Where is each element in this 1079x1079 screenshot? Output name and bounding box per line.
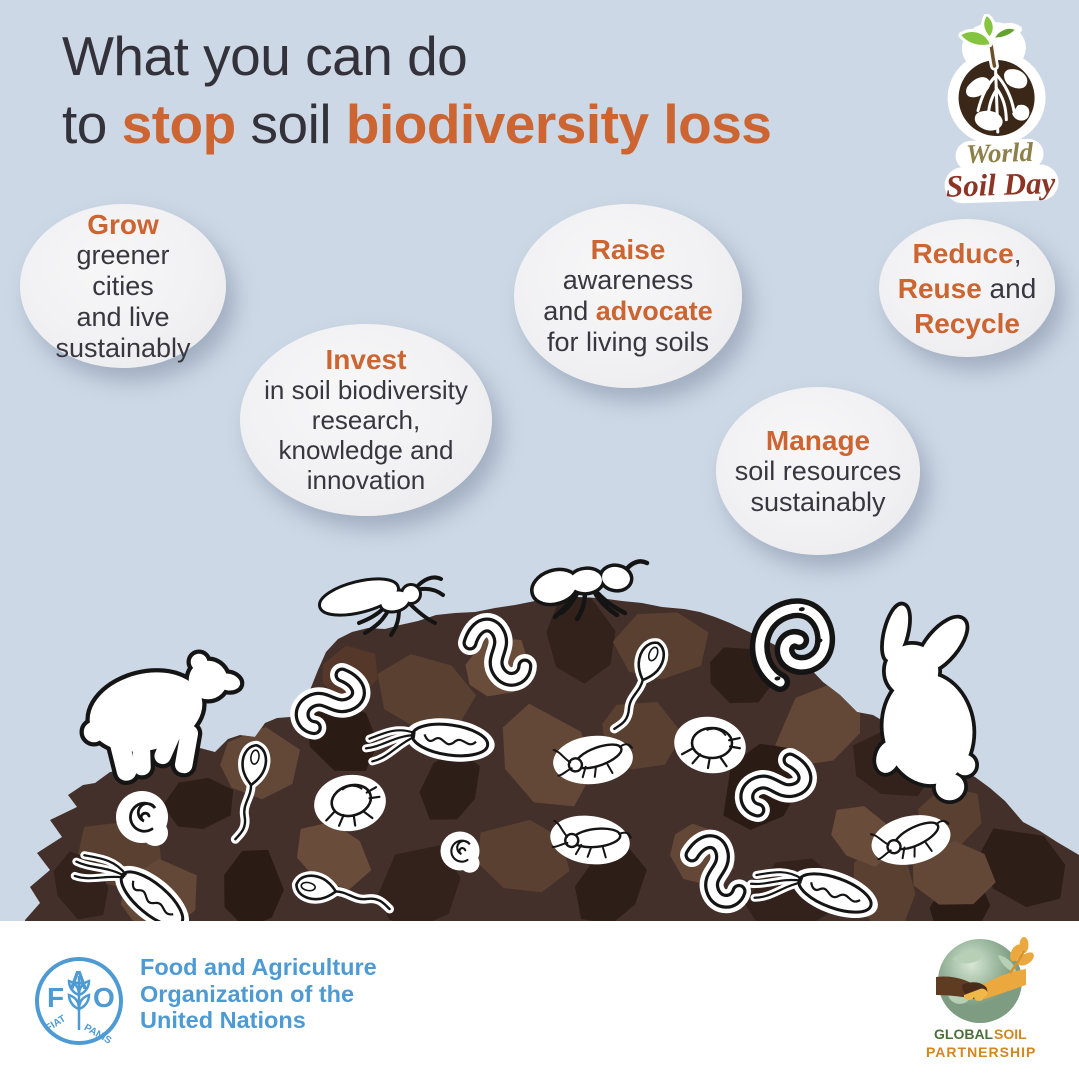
- svg-text:O: O: [93, 982, 115, 1013]
- svg-text:SOIL: SOIL: [994, 1026, 1027, 1042]
- ant-icon: [531, 559, 650, 622]
- svg-text:PARTNERSHIP: PARTNERSHIP: [926, 1044, 1036, 1060]
- highlight-biodiversity-loss: biodiversity loss: [345, 93, 772, 155]
- bubble-raise: Raise awareness and advocate for living …: [514, 204, 742, 388]
- wsd-word-soil-day: Soil Day: [945, 165, 1056, 204]
- svg-text:F: F: [47, 982, 64, 1013]
- bubble-grow-title: Grow: [87, 208, 159, 240]
- world-soil-day-icon: World Soil Day: [944, 13, 1059, 204]
- bubble-grow: Grow greener cities and live sustainably: [20, 204, 226, 368]
- svg-text:GLOBAL: GLOBAL: [934, 1026, 994, 1042]
- fao-logo: F A O FIAT PANIS: [33, 955, 125, 1052]
- fao-name: Food and Agriculture Organization of the…: [140, 954, 377, 1033]
- millipede-icon: [754, 604, 832, 685]
- soil-scene-svg: [25, 559, 1079, 925]
- page-title: What you can do to stop soil biodiversit…: [62, 22, 772, 158]
- bubble-invest-title: Invest: [325, 344, 407, 375]
- footer: F A O FIAT PANIS Food and Agriculture Or…: [0, 921, 1079, 1079]
- handshake-icon: [936, 937, 1034, 1001]
- soil-mound-illustration: [0, 555, 1079, 925]
- wsd-word-world: World: [965, 137, 1034, 169]
- bubble-raise-title: Raise: [590, 234, 666, 265]
- bubble-reduce-reuse-recycle: Reduce, Reuse and Recycle: [879, 219, 1055, 357]
- bubble-invest: Invest in soil biodiversity research, kn…: [240, 324, 492, 516]
- highlight-stop: stop: [121, 93, 237, 155]
- gsp-logo-icon: GLOBAL SOIL PARTNERSHIP: [921, 932, 1041, 1061]
- wheat-icon: [1010, 937, 1034, 966]
- rabbit-icon: [874, 605, 978, 801]
- wheat-icon: [67, 975, 91, 1031]
- gsp-logo: GLOBAL SOIL PARTNERSHIP: [918, 932, 1044, 1068]
- bubble-manage-title: Manage: [765, 424, 871, 456]
- bubble-manage: Manage soil resources sustainably: [716, 387, 920, 555]
- winged-insect-icon: [319, 575, 445, 637]
- highlight-advocate: advocate: [595, 296, 713, 326]
- title-line-1: What you can do: [62, 25, 468, 87]
- world-soil-day-logo: World Soil Day: [920, 13, 1072, 211]
- title-line-2: to stop soil biodiversity loss: [62, 93, 772, 155]
- sprout-icon: [958, 13, 1023, 71]
- fao-emblem-icon: F A O FIAT PANIS: [35, 957, 123, 1047]
- roots-icon: [976, 62, 1016, 134]
